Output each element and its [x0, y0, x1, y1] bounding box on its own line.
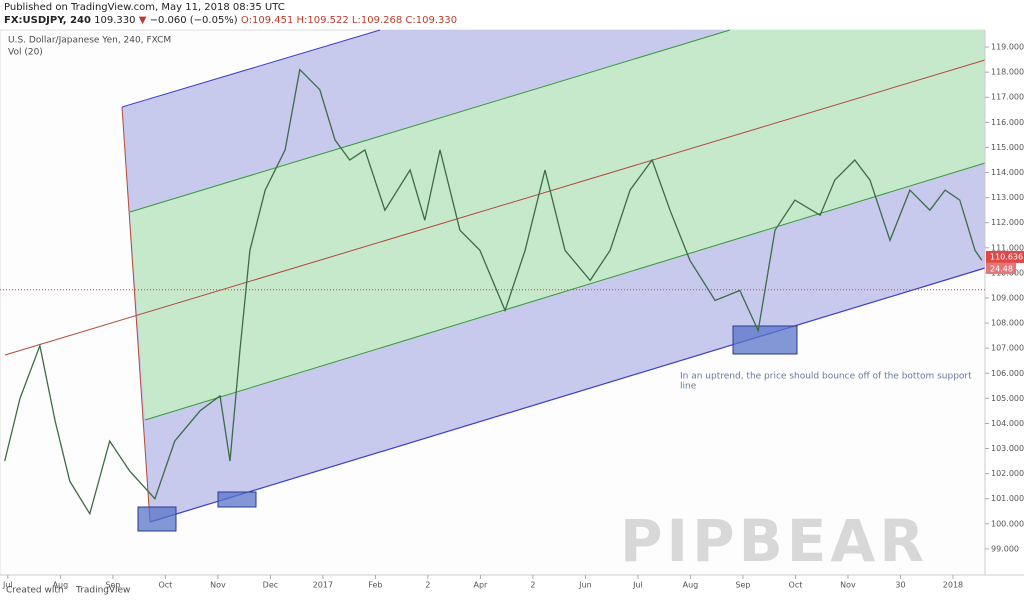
median-line [4, 59, 986, 356]
bounce-box [217, 491, 257, 508]
y-tick-label: 116.000 [991, 118, 1024, 127]
inner-lower-line [144, 162, 986, 421]
x-tick-label: Aug [683, 581, 699, 590]
x-tick-label: Sep [105, 581, 120, 590]
support-line [149, 267, 986, 523]
y-tick-label: 112.000 [991, 218, 1024, 227]
x-tick-label: 2 [425, 581, 430, 590]
x-tick-label: 2 [530, 581, 535, 590]
y-tick-label: 118.000 [991, 68, 1024, 77]
y-tick-label: 105.000 [991, 394, 1024, 403]
y-tick-label: 114.000 [991, 168, 1024, 177]
price-label-box [986, 250, 1024, 263]
drawings [4, 29, 986, 532]
x-tick-label: 2018 [943, 581, 963, 590]
x-tick-label: Dec [263, 581, 278, 590]
pitchfork-handle [121, 106, 151, 523]
y-tick-label: 115.000 [991, 143, 1024, 152]
y-tick-label: 100.000 [991, 519, 1024, 528]
chart-title: U.S. Dollar/Japanese Yen, 240, FXCM [8, 36, 171, 46]
y-tick-label: 117.000 [991, 93, 1024, 102]
x-tick-label: Oct [789, 581, 803, 590]
x-tick-label: 2017 [313, 581, 333, 590]
y-tick-label: 107.000 [991, 344, 1024, 353]
x-tick-label: Aug [53, 581, 69, 590]
watermark: PIPBEAR [620, 507, 928, 575]
indicator-label: Vol (20) [8, 48, 43, 58]
x-tick-label: Nov [210, 581, 226, 590]
x-tick-label: Jul [632, 581, 643, 590]
y-tick-label: 106.000 [991, 369, 1024, 378]
annotation: line [680, 382, 697, 392]
change-arrow: ▼ [139, 15, 147, 26]
y-tick-label: 104.000 [991, 419, 1024, 428]
pitchfork-inner [130, 30, 985, 420]
ohlc: O:109.451 H:109.522 L:109.268 C:109.330 [241, 15, 457, 26]
y-tick-label: 103.000 [991, 444, 1024, 453]
published-line: Published on TradingView.com, May 11, 20… [4, 2, 285, 13]
price-line [4, 68, 983, 516]
y-tick-label: 101.000 [991, 494, 1024, 503]
last-price: 109.330 [94, 15, 135, 26]
price-label: 110.636 [990, 252, 1023, 261]
symbol-line: FX:USDJPY, 240 109.330 ▼ −0.060 (−0.05%)… [4, 15, 457, 26]
footer-brand[interactable]: TradingView [75, 586, 130, 596]
x-tick-label: Apr [474, 581, 489, 590]
volume-label: 24.48 [990, 264, 1013, 273]
y-tick-label: 113.000 [991, 193, 1024, 202]
annotation: In an uptrend, the price should bounce o… [680, 372, 972, 382]
x-tick-label: 30 [895, 581, 905, 590]
symbol: FX:USDJPY, 240 [4, 15, 91, 26]
x-tick-label: Jul [2, 581, 13, 590]
y-tick-label: 108.000 [991, 319, 1024, 328]
x-tick-label: Oct [158, 581, 172, 590]
x-tick-label: Jun [578, 581, 592, 590]
bounce-box [137, 506, 177, 532]
upper-line [121, 29, 381, 108]
bounce-box [732, 325, 798, 355]
y-tick-label: 111.000 [991, 243, 1024, 252]
x-tick-label: Feb [368, 581, 382, 590]
x-tick-label: Sep [735, 581, 750, 590]
y-tick-label: 99.000 [991, 544, 1019, 553]
volume-label-box [986, 262, 1016, 274]
y-tick-label: 119.000 [991, 43, 1024, 52]
footer-text: Created with [6, 586, 64, 596]
inner-upper-line [129, 29, 731, 213]
change: −0.060 (−0.05%) [150, 15, 238, 26]
x-tick-label: Nov [840, 581, 856, 590]
y-tick-label: 109.000 [991, 293, 1024, 302]
y-tick-label: 102.000 [991, 469, 1024, 478]
